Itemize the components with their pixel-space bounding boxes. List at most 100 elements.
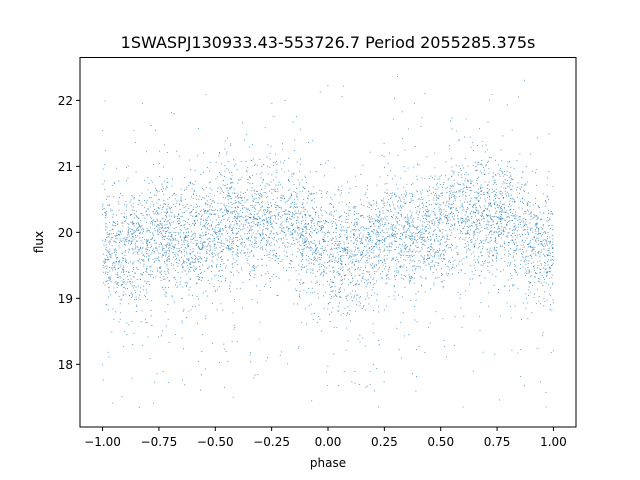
data-point: [103, 271, 105, 273]
data-point: [448, 216, 450, 218]
data-point: [538, 280, 540, 282]
data-point: [308, 191, 310, 193]
data-point: [171, 112, 172, 114]
data-point: [162, 238, 164, 240]
data-point: [145, 271, 147, 272]
data-point: [515, 218, 517, 220]
data-point: [357, 283, 359, 285]
data-point: [409, 225, 411, 227]
data-point: [195, 211, 197, 213]
data-point: [140, 213, 142, 215]
data-point: [337, 247, 339, 249]
data-point: [404, 287, 406, 288]
data-point: [496, 252, 498, 254]
data-point: [544, 243, 546, 245]
data-point: [150, 239, 152, 240]
data-point: [238, 272, 240, 274]
data-point: [155, 187, 156, 189]
data-point: [112, 269, 114, 271]
data-point: [493, 220, 495, 222]
data-point: [450, 247, 452, 249]
data-point: [426, 230, 427, 231]
data-point: [251, 196, 253, 197]
data-point: [219, 227, 221, 229]
data-point: [332, 289, 334, 291]
data-point: [386, 236, 388, 237]
data-point: [439, 216, 441, 218]
data-point: [508, 250, 509, 252]
data-point: [502, 172, 504, 174]
data-point: [498, 289, 499, 291]
data-point: [154, 194, 156, 196]
data-point: [160, 223, 162, 225]
data-point: [169, 223, 171, 225]
data-point: [360, 254, 362, 255]
data-point: [354, 284, 356, 286]
data-point: [161, 245, 163, 247]
data-point: [382, 230, 384, 232]
data-point: [212, 255, 214, 257]
data-point: [284, 213, 285, 215]
data-point: [447, 244, 449, 245]
data-point: [512, 284, 514, 286]
data-point: [119, 240, 121, 242]
data-point: [463, 315, 465, 317]
data-point: [146, 239, 148, 241]
data-point: [358, 261, 360, 263]
data-point: [408, 262, 410, 264]
data-point: [261, 171, 263, 173]
data-point: [373, 232, 375, 234]
data-point: [465, 290, 467, 292]
data-point: [425, 226, 427, 228]
data-point: [216, 241, 218, 243]
data-point: [334, 286, 336, 288]
data-point: [224, 387, 225, 389]
data-point: [132, 236, 134, 238]
data-point: [234, 216, 236, 218]
data-point: [351, 222, 353, 224]
data-point: [227, 161, 229, 163]
data-point: [265, 234, 267, 235]
data-point: [222, 245, 224, 247]
data-point: [112, 221, 114, 223]
data-point: [319, 243, 321, 245]
data-point: [219, 276, 221, 277]
data-point: [206, 167, 208, 168]
data-point: [543, 279, 545, 280]
data-point: [355, 229, 357, 231]
data-point: [408, 334, 410, 336]
data-point: [253, 265, 255, 267]
data-point: [478, 176, 479, 178]
data-point: [546, 253, 548, 255]
data-point: [359, 260, 361, 262]
data-point: [193, 224, 195, 226]
data-point: [209, 245, 211, 247]
data-point: [474, 244, 476, 246]
data-point: [159, 252, 161, 254]
data-point: [270, 211, 272, 213]
data-point: [266, 220, 268, 222]
data-point: [470, 181, 472, 183]
data-point: [545, 282, 547, 284]
data-point: [265, 209, 267, 211]
data-point: [352, 280, 354, 282]
data-point: [302, 228, 304, 230]
data-point: [526, 260, 528, 262]
data-point: [117, 268, 119, 270]
data-point: [522, 171, 524, 173]
data-point: [363, 205, 365, 207]
data-point: [217, 187, 219, 189]
data-point: [119, 238, 121, 240]
data-point: [537, 222, 539, 224]
data-point: [120, 240, 122, 242]
data-point: [219, 247, 221, 249]
data-point: [150, 216, 152, 218]
data-point: [258, 222, 259, 224]
data-point: [452, 264, 454, 266]
data-point: [446, 238, 448, 240]
data-point: [484, 198, 486, 200]
data-point: [226, 240, 228, 242]
data-point: [325, 192, 327, 194]
data-point: [185, 188, 187, 190]
data-point: [400, 257, 402, 259]
